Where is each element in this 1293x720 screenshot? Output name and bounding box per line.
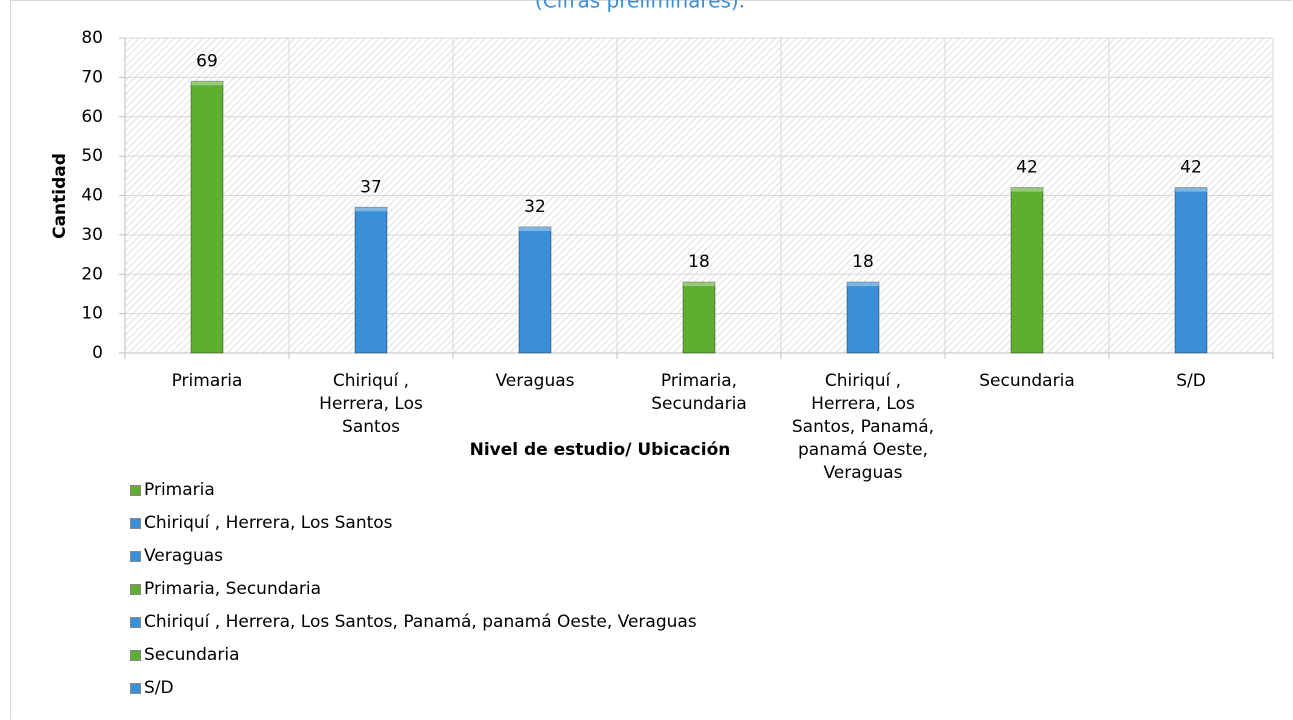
data-label: 69 (196, 51, 218, 71)
y-tick-label: 30 (81, 225, 103, 245)
legend-item: Primaria (130, 480, 215, 500)
legend-item: Chiriquí , Herrera, Los Santos, Panamá, … (130, 612, 697, 632)
data-label: 37 (360, 177, 382, 197)
y-axis-label: Cantidad (50, 153, 70, 239)
x-tick-label: Veraguas (495, 371, 575, 391)
legend-item: Secundaria (130, 645, 239, 665)
x-tick-label: Chiriquí , Herrera, Los Santos, Panamá, … (791, 371, 935, 483)
legend-item: Veraguas (130, 546, 223, 566)
legend-swatch (130, 583, 141, 595)
y-tick-label: 50 (81, 146, 103, 166)
bar (518, 226, 552, 354)
y-tick-label: 40 (81, 186, 103, 206)
bar-shine (683, 282, 715, 287)
x-tick-label: Chiriquí , Herrera, Los Santos (319, 371, 423, 437)
bar-shine (519, 227, 551, 231)
data-label: 42 (1016, 158, 1038, 178)
y-tick-label: 20 (81, 264, 103, 284)
bar (682, 281, 716, 354)
legend-swatch (130, 484, 141, 496)
chart-frame (10, 0, 1292, 719)
legend-swatch (130, 517, 141, 529)
legend-item: Chiriquí , Herrera, Los Santos (130, 513, 393, 533)
bar-shine (355, 207, 387, 212)
x-tick-label: Secundaria (979, 371, 1075, 391)
legend-swatch (130, 550, 141, 562)
x-tick-label: Primaria (171, 371, 243, 391)
legend-item: Primaria, Secundaria (130, 579, 321, 599)
data-label: 32 (524, 197, 546, 217)
bar (354, 206, 388, 354)
bar (190, 80, 224, 354)
bar-shine (1011, 187, 1043, 192)
x-tick-label: Primaria, Secundaria (651, 371, 747, 414)
y-tick-label: 70 (81, 67, 103, 87)
chart-subtitle: (Cifras preliminares). (535, 0, 745, 13)
legend-swatch (130, 682, 141, 694)
data-label: 18 (852, 252, 874, 272)
legend-label: Secundaria (144, 645, 240, 665)
x-axis-label: Nivel de estudio/ Ubicación (470, 440, 731, 460)
legend-item: S/D (130, 678, 174, 698)
y-tick-label: 60 (81, 107, 103, 127)
legend-label: Primaria, Secundaria (144, 579, 322, 599)
y-tick-label: 80 (81, 28, 103, 48)
legend-label: Veraguas (144, 546, 224, 566)
data-label: 18 (688, 252, 710, 272)
legend-swatch (130, 649, 141, 661)
bar-shine (847, 282, 879, 287)
bar (846, 281, 880, 354)
y-tick-label: 10 (81, 304, 103, 324)
bar (1010, 187, 1044, 354)
bar-shine (191, 81, 223, 86)
bar-shine (1175, 187, 1207, 192)
x-tick-label: S/D (1176, 371, 1206, 391)
legend-label: Chiriquí , Herrera, Los Santos, Panamá, … (144, 612, 697, 632)
legend-label: S/D (144, 678, 174, 698)
legend-label: Primaria (144, 480, 215, 500)
bar (1174, 187, 1208, 354)
legend-swatch (130, 616, 141, 628)
y-tick-label: 0 (92, 343, 103, 363)
data-label: 42 (1180, 158, 1202, 178)
legend-label: Chiriquí , Herrera, Los Santos (144, 513, 393, 533)
